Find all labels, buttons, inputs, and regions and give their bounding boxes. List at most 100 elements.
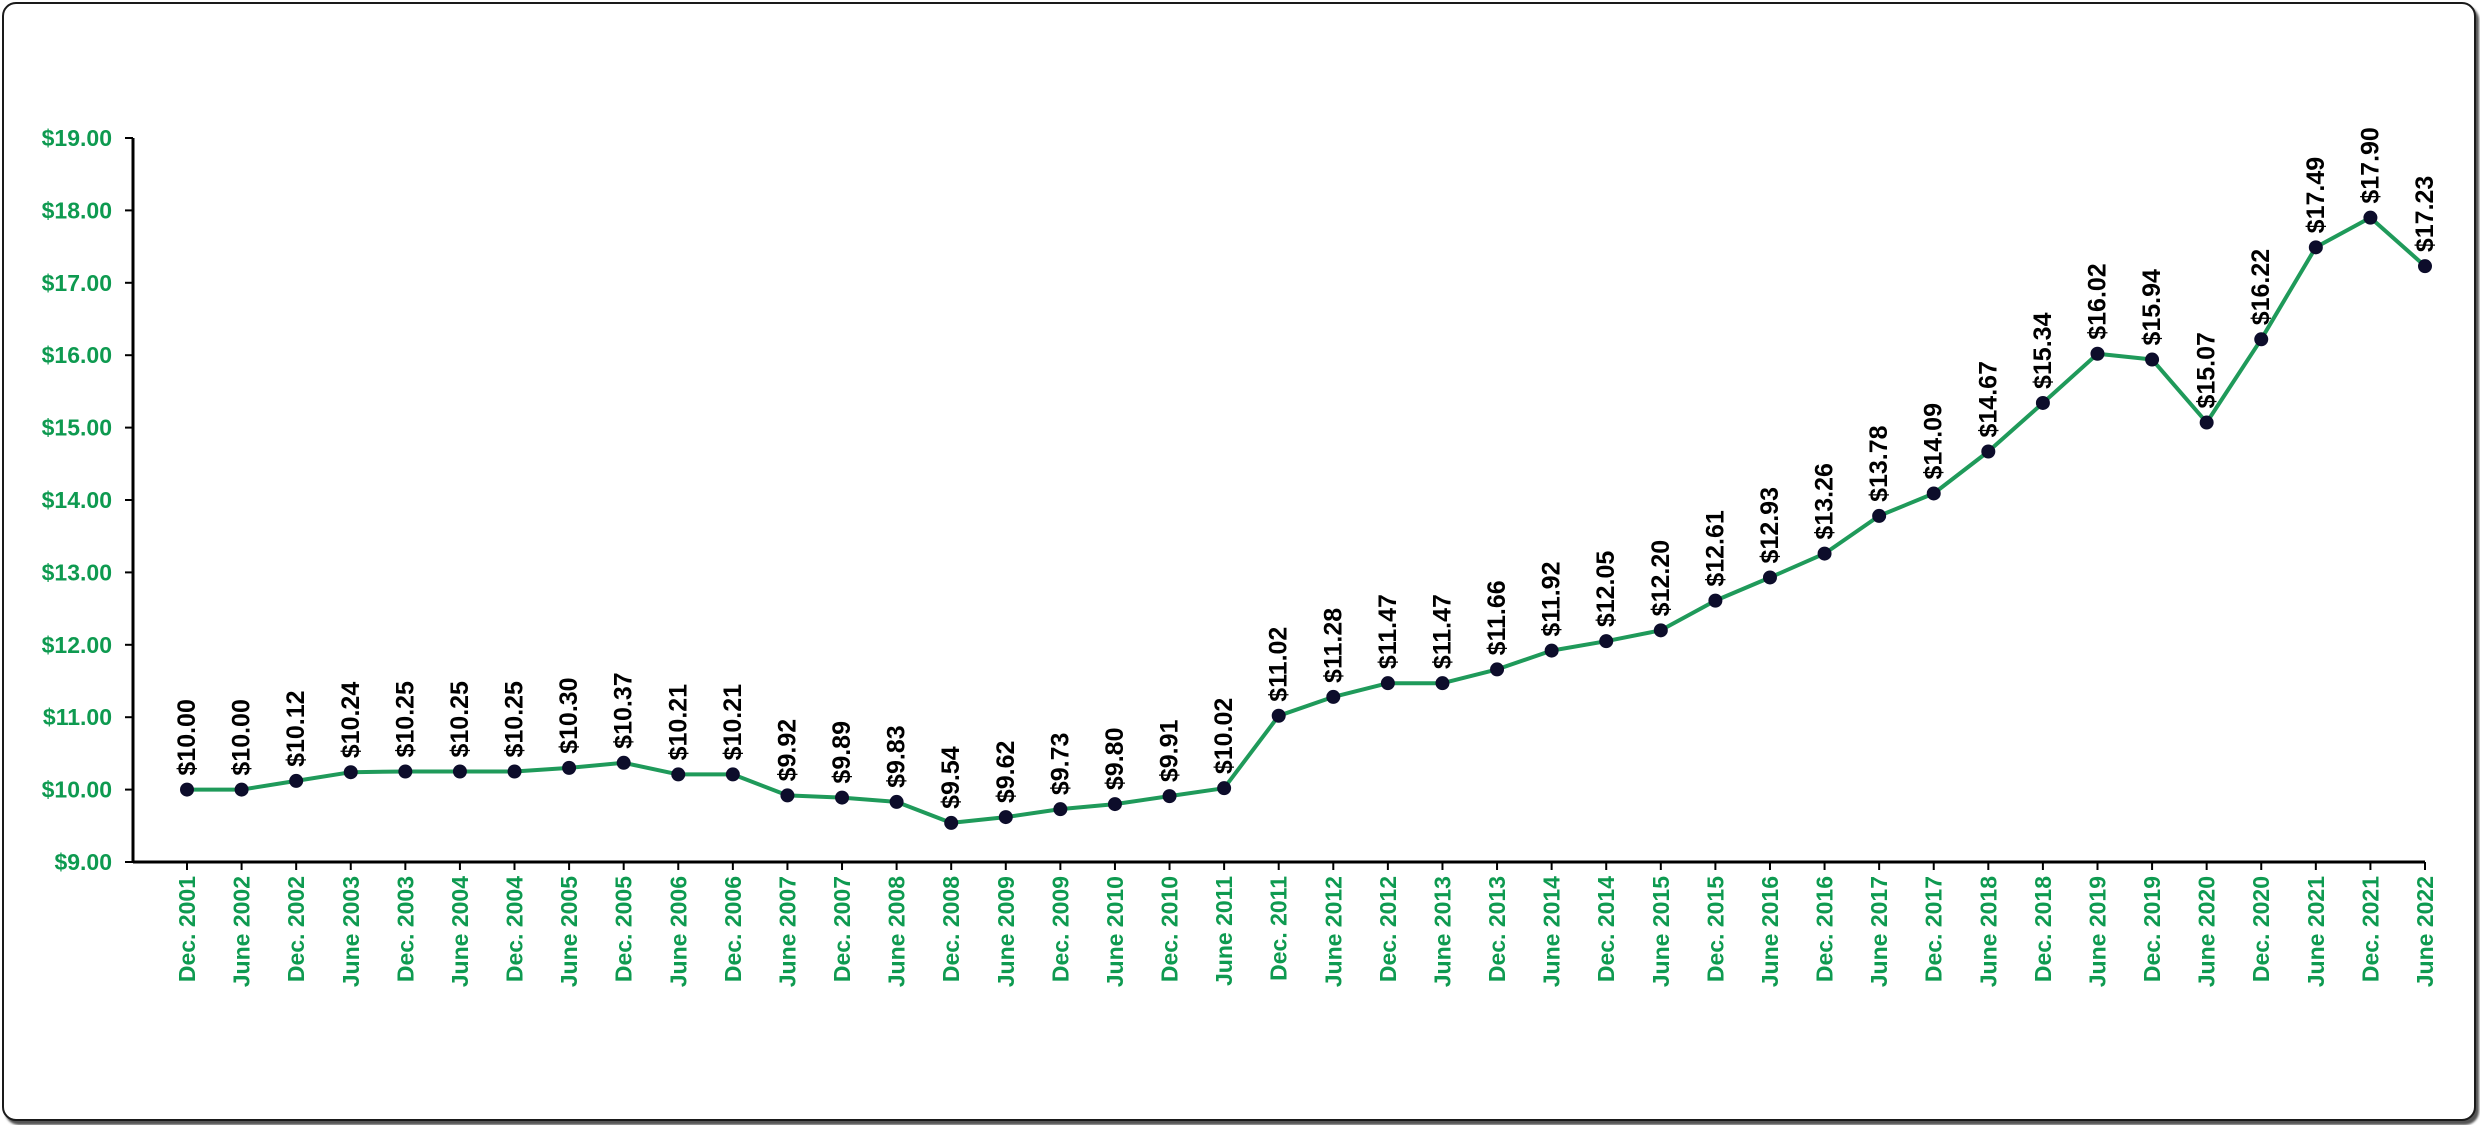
data-point (1599, 634, 1614, 649)
data-point (835, 790, 850, 805)
data-point (507, 764, 522, 779)
y-tick-label: $19.00 (42, 125, 112, 151)
data-point (1271, 708, 1286, 723)
x-tick-label: June 2003 (338, 876, 364, 987)
x-tick-label: Dec. 2017 (1921, 876, 1947, 982)
x-tick-label: June 2016 (1757, 876, 1783, 987)
data-label: $10.02 (1210, 698, 1238, 774)
x-tick-label: Dec. 2005 (611, 876, 637, 982)
x-tick-label: June 2020 (2194, 876, 2220, 987)
data-point (671, 767, 686, 782)
data-label: $10.25 (446, 681, 474, 758)
x-tick-label: Dec. 2021 (2357, 876, 2383, 982)
x-tick-label: June 2018 (1975, 876, 2001, 987)
x-tick-label: June 2021 (2303, 876, 2329, 987)
y-tick-label: $14.00 (42, 487, 112, 513)
series-points (180, 210, 2432, 830)
x-tick-label: Dec. 2011 (1266, 876, 1292, 981)
series-line (187, 215, 2427, 825)
data-label: $10.25 (501, 681, 529, 758)
x-tick-label: June 2022 (2412, 876, 2438, 987)
x-tick-label: Dec. 2008 (938, 876, 964, 982)
data-point (616, 755, 631, 770)
data-point (1653, 623, 1668, 638)
y-tick-label: $9.00 (54, 849, 112, 875)
x-tick-label: Dec. 2012 (1375, 876, 1401, 982)
x-axis-ticks: Dec. 2001 June 2002 Dec. 2002 June 2003 Dec.… (174, 862, 2438, 987)
data-label: $11.47 (1374, 594, 1402, 669)
x-tick-label: June 2017 (1866, 876, 1892, 987)
data-label: $9.80 (1101, 728, 1129, 791)
data-point (2418, 259, 2432, 274)
data-label: $14.67 (1974, 361, 2002, 437)
data-point (180, 782, 194, 797)
data-point (944, 815, 959, 830)
x-tick-label: June 2008 (884, 876, 910, 987)
data-label: $11.47 (1428, 594, 1456, 669)
x-tick-label: Dec. 2013 (1484, 876, 1510, 982)
x-tick-label: June 2006 (665, 876, 691, 987)
data-point (2363, 210, 2378, 225)
x-tick-label: Dec. 2018 (2030, 876, 2056, 982)
data-label: $12.20 (1647, 540, 1675, 616)
x-tick-label: Dec. 2020 (2248, 876, 2274, 982)
data-point (452, 764, 467, 779)
data-point (1708, 593, 1723, 608)
data-label: $10.00 (173, 699, 201, 775)
chart-axes (131, 138, 2425, 864)
x-tick-label: Dec. 2014 (1593, 876, 1619, 982)
data-point (2090, 346, 2105, 361)
data-label: $9.91 (1156, 719, 1184, 782)
data-label: $11.66 (1483, 580, 1511, 655)
data-label: $10.12 (282, 690, 310, 766)
x-tick-label: Dec. 2001 (174, 876, 200, 982)
y-tick-label: $11.00 (43, 704, 112, 730)
data-label: $10.37 (610, 672, 638, 748)
x-tick-label: Dec. 2004 (502, 876, 528, 982)
y-tick-label: $15.00 (42, 415, 112, 441)
data-label: $12.61 (1701, 510, 1729, 587)
data-label: $9.73 (1046, 733, 1074, 796)
x-tick-label: June 2004 (447, 876, 473, 987)
y-tick-label: $17.00 (42, 270, 112, 296)
data-label: $10.30 (555, 677, 583, 753)
data-label: $11.02 (1265, 627, 1293, 702)
data-point (998, 810, 1013, 825)
data-label: $17.23 (2411, 176, 2439, 252)
data-label: $13.78 (1865, 425, 1893, 502)
data-label: $10.00 (228, 699, 256, 775)
data-point (289, 773, 304, 788)
data-point (1490, 662, 1505, 677)
data-point (2308, 240, 2323, 255)
data-label: $9.83 (883, 725, 911, 788)
x-tick-label: Dec. 2019 (2139, 876, 2165, 982)
y-tick-label: $12.00 (42, 632, 112, 658)
x-tick-label: June 2002 (229, 876, 255, 987)
data-label: $16.22 (2247, 249, 2275, 325)
data-label: $11.92 (1538, 561, 1566, 636)
x-tick-label: June 2005 (556, 876, 582, 987)
y-tick-label: $13.00 (42, 559, 112, 585)
x-tick-label: June 2011 (1211, 876, 1237, 986)
data-label: $12.05 (1592, 551, 1620, 628)
data-point (725, 767, 740, 782)
data-point (343, 765, 358, 780)
data-label: $12.93 (1756, 487, 1784, 563)
data-label: $10.25 (391, 681, 419, 758)
x-tick-label: Dec. 2003 (392, 876, 418, 982)
x-tick-label: June 2015 (1648, 876, 1674, 987)
x-tick-label: June 2014 (1539, 876, 1565, 987)
y-axis-ticks: $9.00 $10.00 $11.00 $12.00 $13.00 $14.00 $15.0… (42, 125, 133, 875)
data-point (889, 794, 904, 809)
data-label: $10.24 (337, 682, 365, 759)
data-label: $15.34 (2029, 312, 2057, 389)
x-tick-label: Dec. 2007 (829, 876, 855, 982)
data-point (1053, 802, 1068, 817)
x-tick-label: Dec. 2015 (1702, 876, 1728, 982)
x-tick-label: Dec. 2016 (1812, 876, 1838, 982)
data-label: $9.89 (828, 721, 856, 784)
x-tick-label: June 2010 (1102, 876, 1128, 987)
data-label: $9.62 (992, 741, 1020, 804)
data-labels: $10.00 $10.00 $10.12 $10.24 $10.25 $10.25 $10.… (173, 127, 2439, 809)
